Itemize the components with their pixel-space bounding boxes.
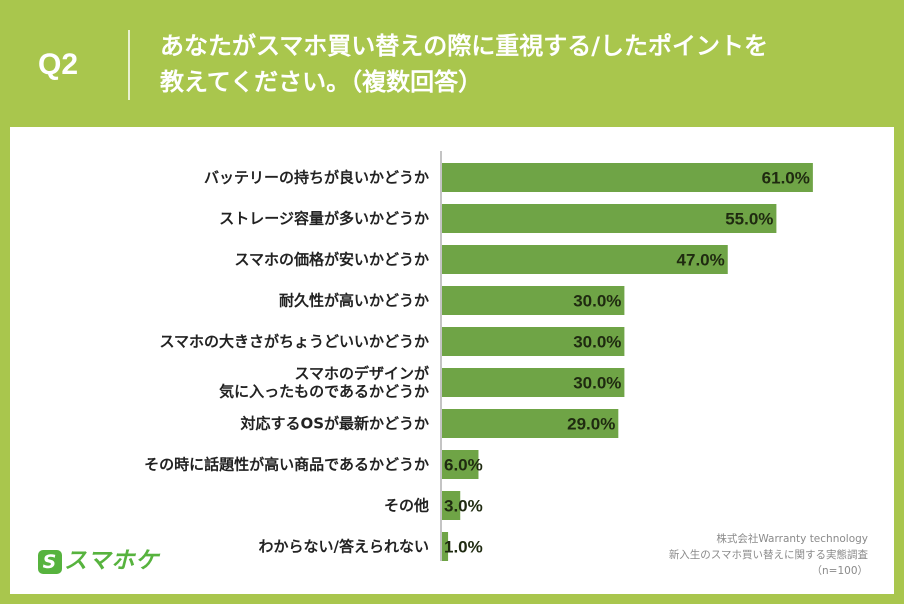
- bar: [442, 450, 479, 479]
- source-survey: 新入生のスマホ買い替えに関する実態調査: [668, 549, 868, 561]
- chart-card: 61.0% バッテリーの持ちが良いかどうか 55.0% ストレージ容量が多いかどうか 4…: [10, 127, 894, 594]
- category-label: わからない/答えられない: [259, 538, 429, 556]
- category-label: スマホの大きさがちょうどいいかどうか: [159, 333, 429, 351]
- question-number: Q2: [38, 48, 79, 81]
- logo: S スマホケ: [38, 541, 159, 575]
- category-label: その他: [384, 497, 429, 515]
- data-label: 3.0%: [444, 497, 483, 516]
- bar-chart: 61.0% バッテリーの持ちが良いかどうか 55.0% ストレージ容量が多いかどうか 4…: [144, 151, 813, 561]
- header-divider: [128, 30, 130, 100]
- data-label: 6.0%: [444, 456, 483, 475]
- question-title: あなたがスマホ買い替えの際に重視する/したポイントを 教えてください。（複数回答…: [160, 28, 880, 100]
- category-label: ストレージ容量が多いかどうか: [219, 210, 429, 228]
- bar: [442, 245, 728, 274]
- category-label: 気に入ったものであるかどうか: [219, 383, 429, 401]
- data-label: 1.0%: [444, 538, 483, 557]
- bar: [442, 491, 461, 520]
- bar: [442, 532, 449, 561]
- category-label: スマホのデザインが: [294, 365, 430, 383]
- data-label: 55.0%: [725, 210, 773, 229]
- category-label: バッテリーの持ちが良いかどうか: [204, 169, 429, 187]
- bar: [442, 286, 625, 315]
- source-note: 株式会社Warranty technology 新入生のスマホ買い替えに関する実…: [548, 531, 868, 579]
- category-label: スマホの価格が安いかどうか: [234, 251, 429, 269]
- question-title-line1: あなたがスマホ買い替えの際に重視する/したポイントを: [160, 32, 769, 60]
- data-label: 30.0%: [573, 333, 621, 352]
- logo-mark: S: [38, 550, 62, 574]
- source-company: 株式会社Warranty technology: [716, 533, 868, 545]
- bar: [442, 204, 777, 233]
- bar: [442, 368, 625, 397]
- data-label: 61.0%: [762, 169, 810, 188]
- bar: [442, 163, 813, 192]
- category-label: 耐久性が高いかどうか: [279, 292, 429, 310]
- bar: [442, 327, 625, 356]
- data-label: 30.0%: [573, 292, 621, 311]
- category-label: 対応するOSが最新かどうか: [239, 415, 429, 433]
- data-label: 29.0%: [567, 415, 615, 434]
- category-label: その時に話題性が高い商品であるかどうか: [144, 456, 429, 474]
- data-label: 30.0%: [573, 374, 621, 393]
- logo-text: スマホケ: [64, 548, 160, 574]
- header: Q2 あなたがスマホ買い替えの際に重視する/したポイントを 教えてください。（複…: [0, 0, 904, 125]
- question-title-line2: 教えてください。（複数回答）: [160, 68, 483, 96]
- bar: [442, 409, 619, 438]
- data-label: 47.0%: [677, 251, 725, 270]
- source-sample-size: （n=100）: [811, 565, 869, 577]
